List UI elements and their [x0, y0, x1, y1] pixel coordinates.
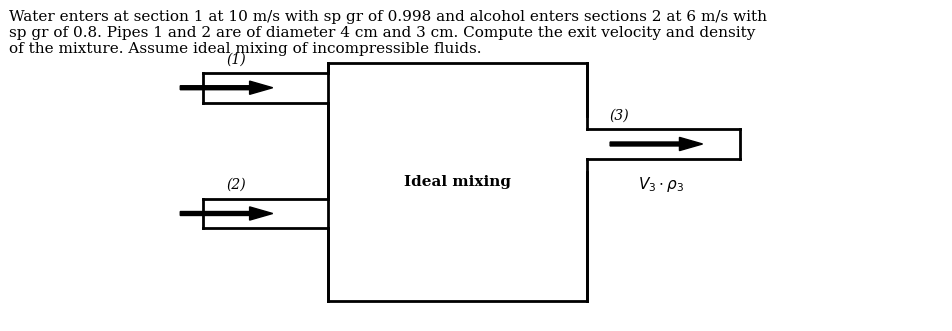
FancyArrow shape	[610, 137, 703, 151]
Text: Ideal mixing: Ideal mixing	[404, 175, 511, 189]
Text: Water enters at section 1 at 10 m/s with sp gr of 0.998 and alcohol enters secti: Water enters at section 1 at 10 m/s with…	[10, 10, 767, 56]
Text: $V_3 \cdot \rho_3$: $V_3 \cdot \rho_3$	[638, 175, 684, 194]
Text: (3): (3)	[609, 109, 629, 122]
FancyArrow shape	[180, 207, 272, 220]
Text: (1): (1)	[226, 52, 246, 66]
Text: (2): (2)	[226, 178, 246, 192]
FancyArrow shape	[180, 81, 272, 94]
